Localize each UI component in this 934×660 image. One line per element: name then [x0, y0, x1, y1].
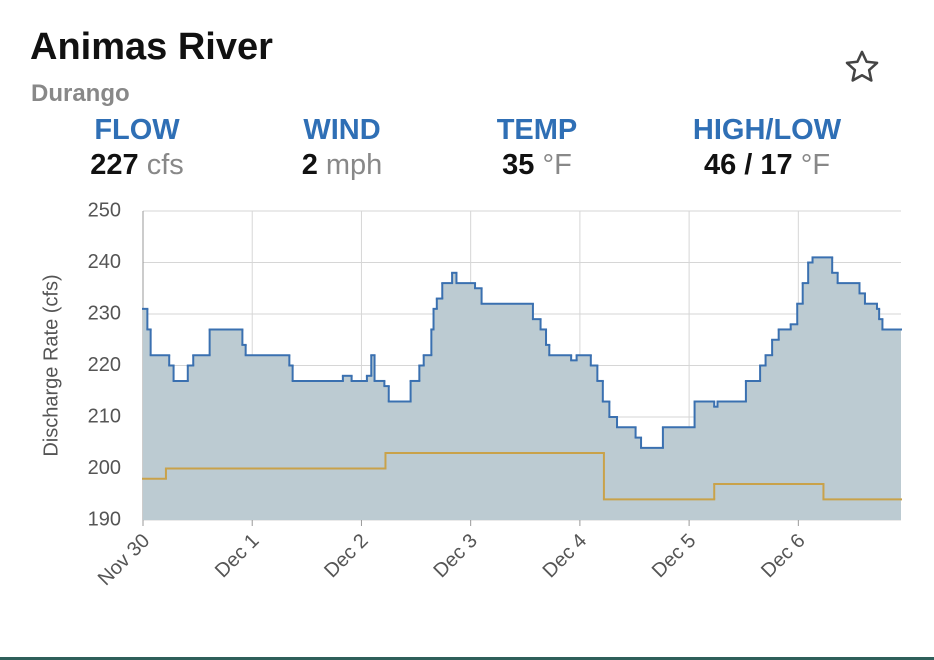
x-tick-label: Dec 3: [429, 530, 482, 583]
stat-number: 46 / 17: [703, 149, 793, 181]
stat-unit: mph: [325, 149, 383, 181]
stat-label: WIND: [303, 114, 381, 146]
stat-unit: °F: [800, 149, 831, 181]
y-tick-label: 250: [88, 199, 121, 221]
x-tick-label: Dec 5: [648, 530, 701, 583]
stat: FLOW 227 cfs: [17, 114, 257, 182]
stat-value: 2 mph: [222, 149, 462, 182]
x-tick-label: Dec 4: [539, 530, 592, 583]
x-tick-label: Dec 1: [211, 530, 264, 583]
stat-value: 46 / 17 °F: [647, 149, 887, 182]
stat: TEMP 35 °F: [417, 114, 657, 182]
stat: WIND 2 mph: [222, 114, 462, 182]
y-axis-label: Discharge Rate (cfs): [40, 274, 62, 456]
subtitle: Durango: [31, 80, 130, 107]
stat-number: 35: [502, 149, 535, 181]
y-tick-label: 190: [88, 508, 121, 530]
y-tick-label: 240: [88, 251, 121, 273]
stat-number: 2: [301, 149, 318, 181]
stat: HIGH/LOW 46 / 17 °F: [647, 114, 887, 182]
stat-value: 227 cfs: [17, 149, 257, 182]
area-fill: [143, 257, 901, 520]
x-tick-label: Dec 2: [320, 530, 373, 583]
stat-label: FLOW: [94, 114, 180, 146]
stat-label: TEMP: [496, 114, 578, 146]
title: Animas River: [30, 26, 273, 68]
x-tick-label: Dec 6: [757, 530, 810, 583]
y-tick-label: 200: [88, 457, 121, 479]
bottom-border: [0, 657, 934, 660]
stat-number: 227: [90, 149, 139, 181]
y-tick-label: 230: [88, 302, 121, 324]
stat-label: HIGH/LOW: [692, 114, 842, 146]
stat-value: 35 °F: [417, 149, 657, 182]
y-tick-label: 220: [88, 354, 121, 376]
favorite-star[interactable]: [843, 48, 881, 86]
x-tick-label: Nov 30: [94, 530, 154, 590]
stat-unit: cfs: [146, 149, 184, 181]
y-tick-label: 210: [88, 405, 121, 427]
stat-unit: °F: [542, 149, 572, 181]
